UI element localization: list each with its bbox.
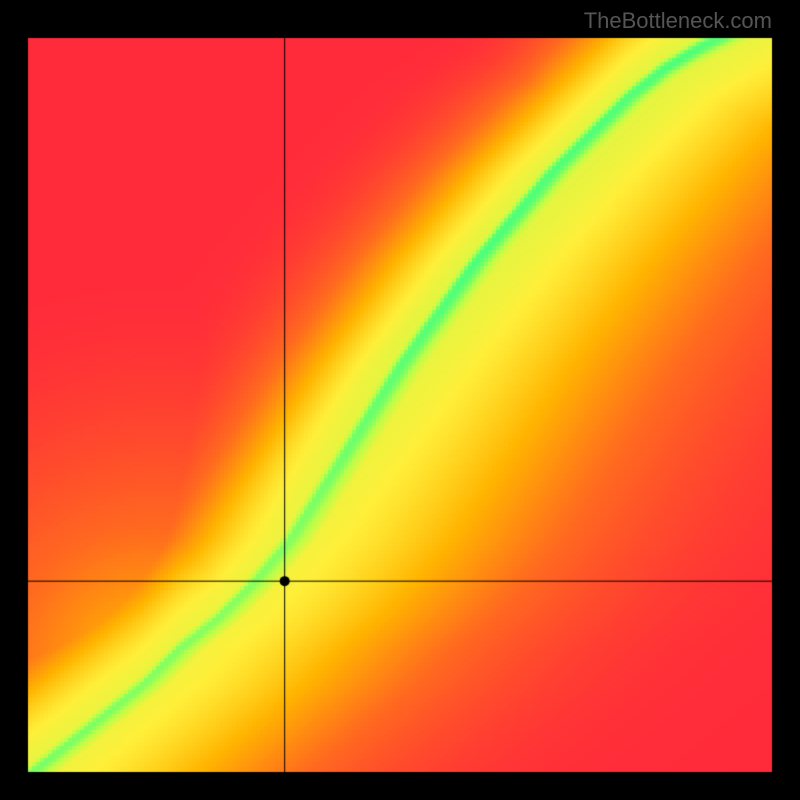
watermark-text: TheBottleneck.com xyxy=(584,8,772,34)
bottleneck-heatmap xyxy=(0,0,800,800)
chart-container: TheBottleneck.com xyxy=(0,0,800,800)
